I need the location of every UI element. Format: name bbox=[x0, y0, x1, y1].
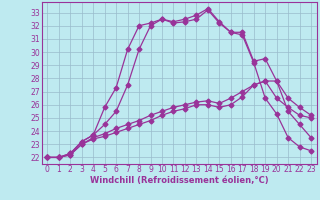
X-axis label: Windchill (Refroidissement éolien,°C): Windchill (Refroidissement éolien,°C) bbox=[90, 176, 268, 185]
